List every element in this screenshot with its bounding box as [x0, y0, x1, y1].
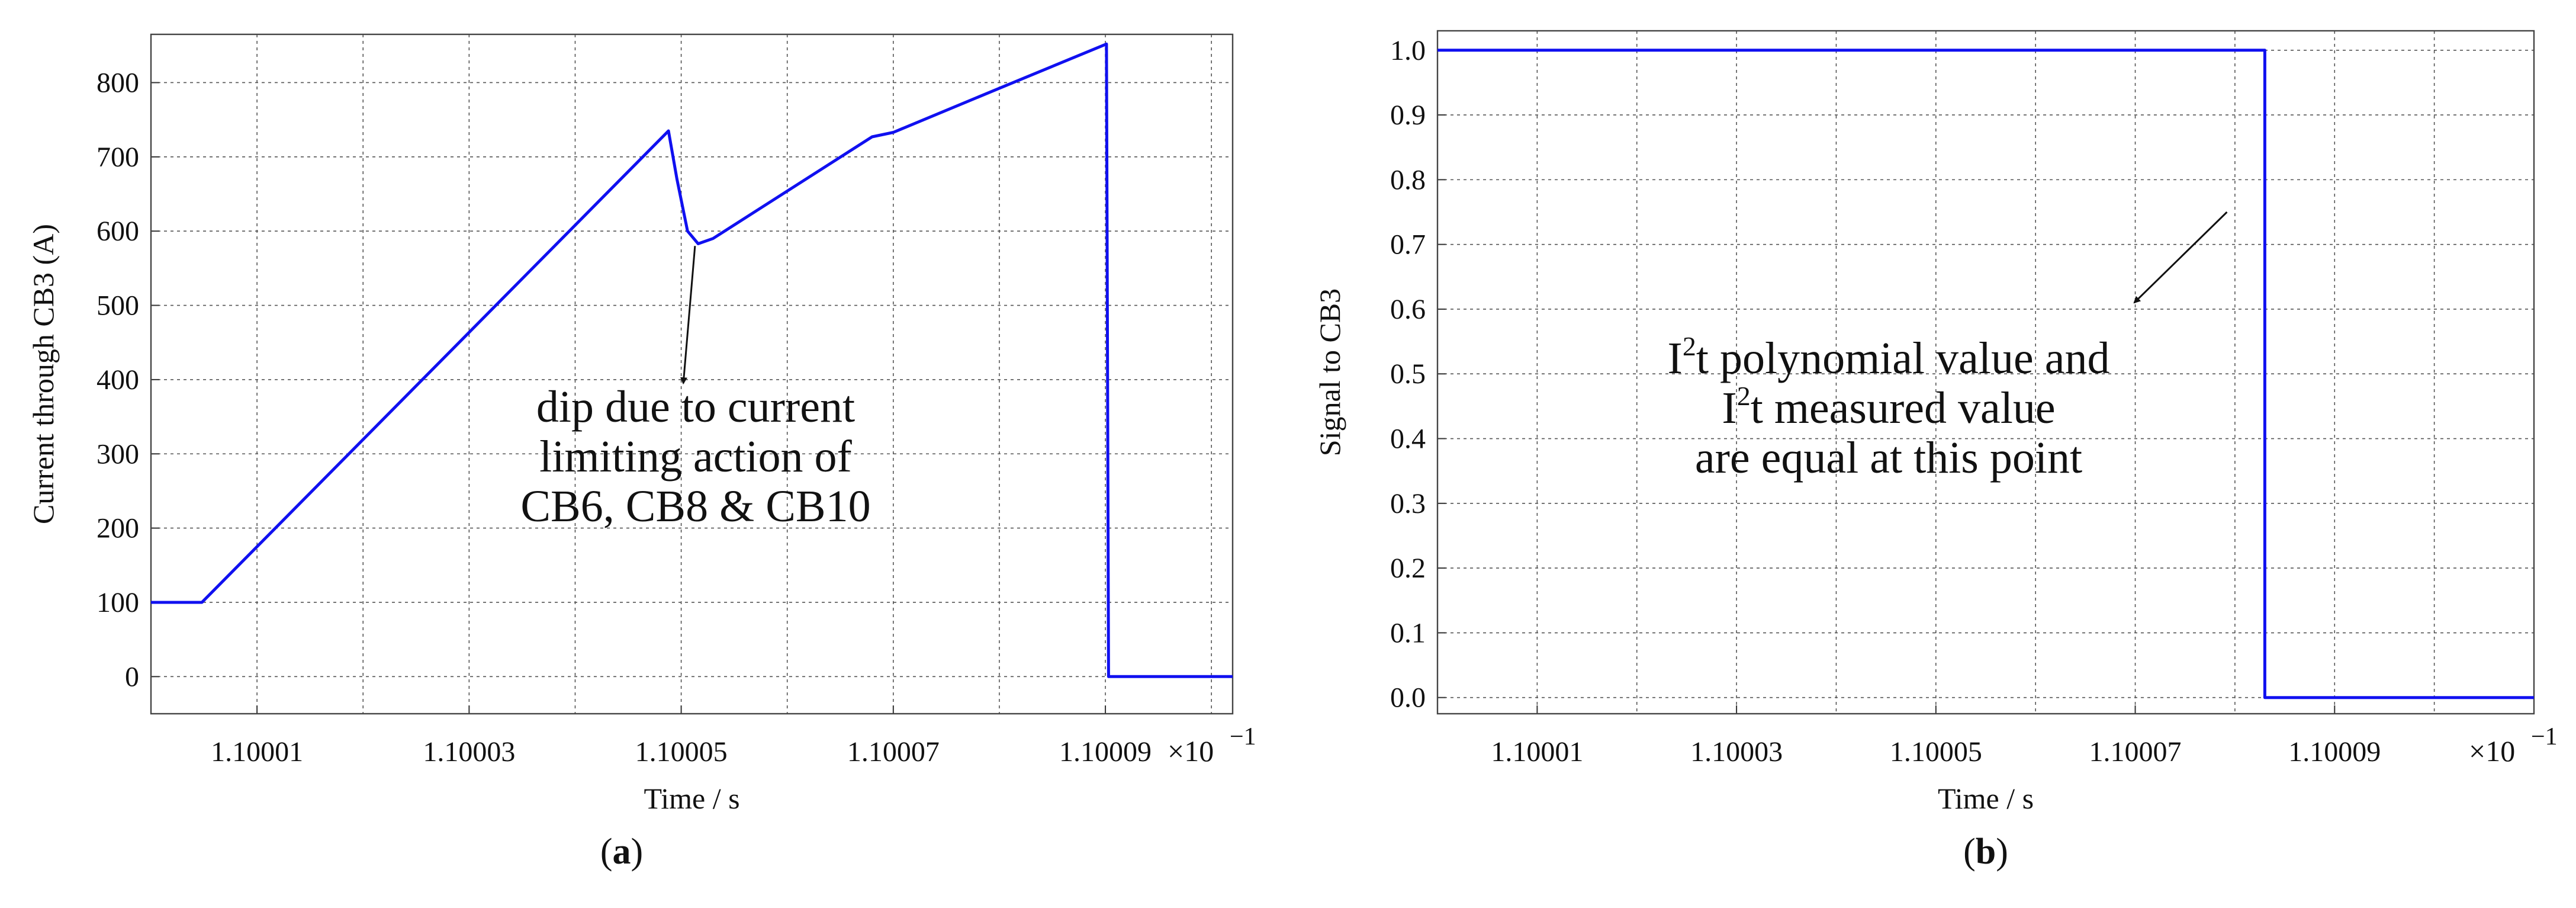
annotation-arrow	[680, 246, 696, 385]
x-tick-label: 1.10007	[2089, 736, 2182, 768]
y-tick-label: 100	[97, 587, 139, 618]
annotation-text: I2t polynomial value and	[1668, 331, 2110, 383]
x-tick-label: 1.10005	[1890, 736, 1982, 768]
y-tick-label: 0.9	[1390, 100, 1426, 131]
x-tick-label: 1.10001	[1491, 736, 1583, 768]
x-multiplier: ×10	[1168, 734, 1214, 768]
y-tick-label: 0.1	[1390, 617, 1426, 649]
annotation-text: are equal at this point	[1695, 433, 2082, 483]
chart-panel-a: 0 100 200 300 400 500 600 700 800 1.10001 1.10003 1…	[27, 33, 1256, 872]
panel-label: (b)	[1963, 832, 2008, 872]
y-tick-label: 200	[97, 513, 139, 544]
y-tick-label: 0.0	[1390, 682, 1426, 714]
y-tick-label: 500	[97, 290, 139, 322]
chart-panel-b: 0.0 0.1 0.2 0.3 0.4 0.5 0.6 0.7 0.8 0.9 1.0 1.10001…	[1313, 30, 2558, 872]
series-line	[151, 42, 1233, 678]
x-multiplier: ×10	[2469, 734, 2515, 768]
x-multiplier-exponent: −1	[1230, 723, 1256, 750]
x-axis-label: Time / s	[644, 782, 739, 815]
annotation-arrow	[2133, 211, 2228, 304]
panel-label: (a)	[600, 832, 643, 872]
x-tick-label: 1.10001	[211, 736, 303, 768]
series-line	[1437, 49, 2534, 700]
x-tick-label: 1.10007	[847, 736, 940, 768]
x-tick-label: 1.10005	[635, 736, 728, 768]
x-tick-label: 1.10003	[1690, 736, 1783, 768]
y-tick-label: 0.4	[1390, 423, 1426, 455]
x-tick-label: 1.10009	[1059, 736, 1152, 768]
x-tick-label: 1.10009	[2288, 736, 2381, 768]
y-tick-label: 0	[125, 661, 139, 692]
y-tick-label: 0.5	[1390, 358, 1426, 390]
y-axis-label: Signal to CB3	[1313, 288, 1346, 456]
y-tick-label: 0.6	[1390, 294, 1426, 325]
y-tick-label: 0.8	[1390, 164, 1426, 195]
y-axis-label: Current through CB3 (A)	[27, 224, 60, 524]
y-tick-label: 0.7	[1390, 229, 1426, 261]
annotation-text: limiting action of	[539, 432, 852, 482]
y-tick-label: 700	[97, 142, 139, 173]
annotation-text: CB6, CB8 & CB10	[520, 482, 870, 531]
y-tick-label: 1.0	[1390, 35, 1426, 66]
annotation-text: I2t measured value	[1722, 381, 2055, 433]
y-tick-label: 800	[97, 67, 139, 98]
annotation-text: dip due to current	[536, 382, 855, 432]
x-multiplier-exponent: −1	[2531, 723, 2558, 750]
y-tick-label: 300	[97, 438, 139, 470]
y-tick-label: 0.2	[1390, 553, 1426, 584]
x-tick-label: 1.10003	[423, 736, 515, 768]
plot-frame	[1436, 30, 2535, 715]
y-tick-label: 600	[97, 216, 139, 247]
x-axis-label: Time / s	[1938, 782, 2034, 815]
plot-frame	[150, 33, 1234, 715]
y-tick-label: 0.3	[1390, 488, 1426, 519]
y-tick-label: 400	[97, 364, 139, 396]
